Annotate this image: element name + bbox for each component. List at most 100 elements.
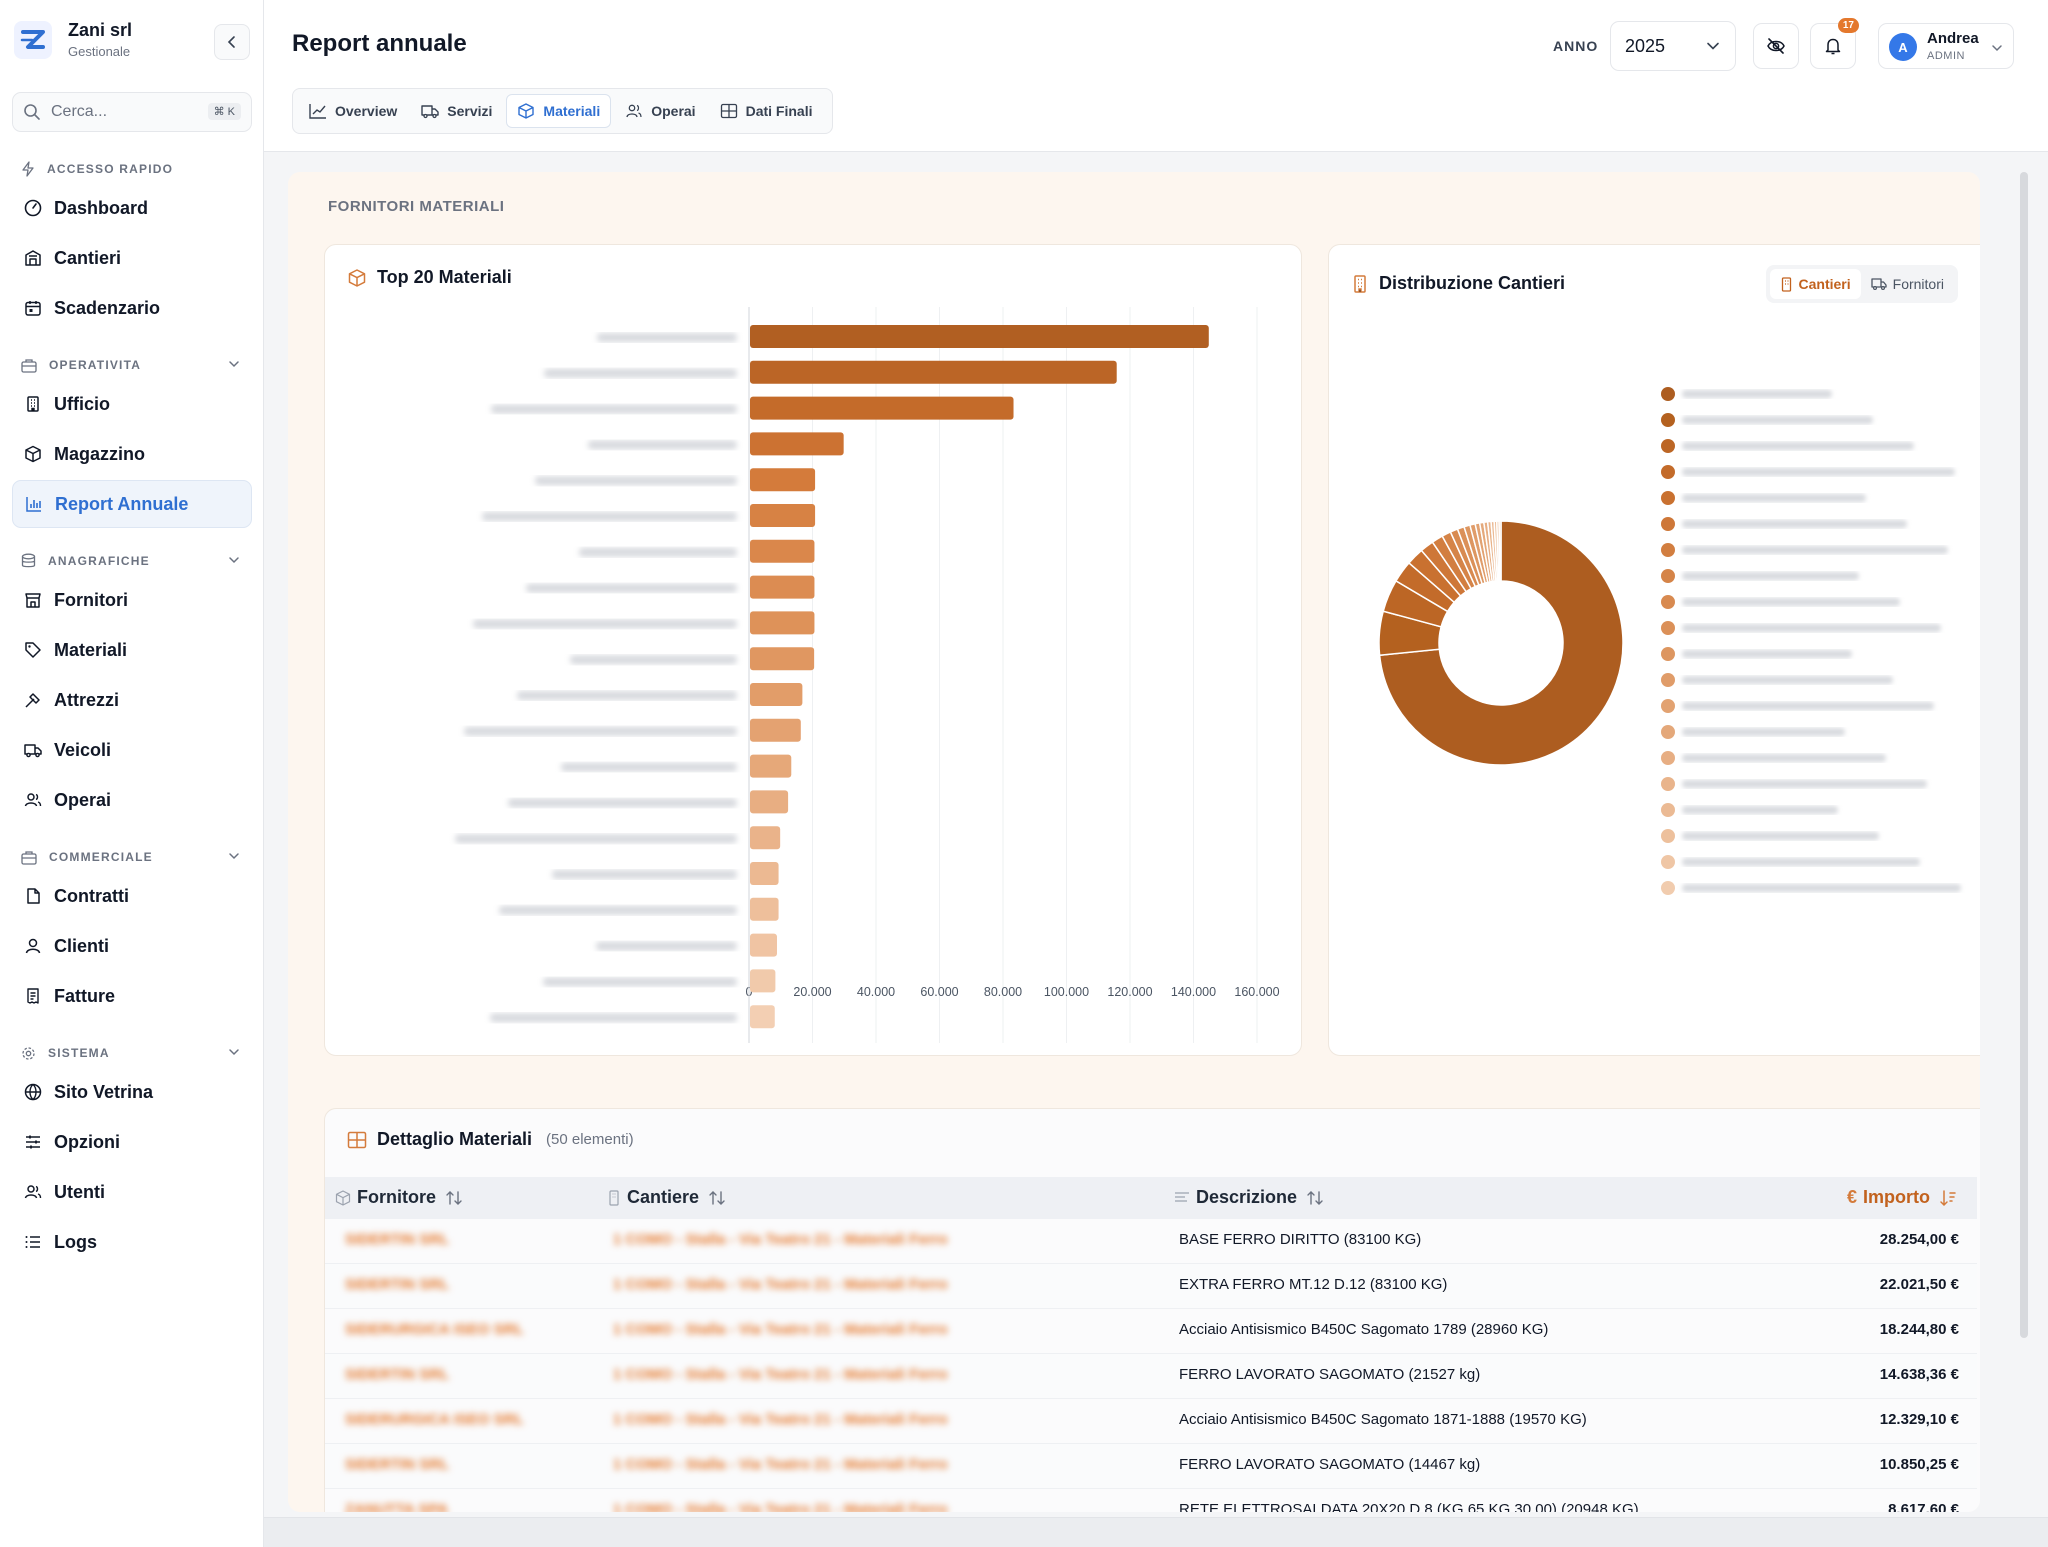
- bar-category-label: [596, 941, 737, 951]
- sidebar-item-magazzino[interactable]: Magazzino: [12, 430, 252, 478]
- legend-swatch: [1661, 777, 1675, 791]
- x-tick-label: 120.000: [1107, 985, 1152, 999]
- sidebar-item-opzioni[interactable]: Opzioni: [12, 1118, 252, 1166]
- brand[interactable]: Zani srl Gestionale: [14, 20, 132, 59]
- sort-icon: [1307, 1190, 1323, 1205]
- bar-category-label: [491, 404, 737, 414]
- bar-category-label: [490, 1013, 737, 1023]
- toggle-fornitori[interactable]: Fornitori: [1861, 269, 1954, 299]
- column-cantiere[interactable]: Cantiere: [607, 1187, 727, 1208]
- collapse-sidebar-button[interactable]: [214, 24, 250, 60]
- year-value: 2025: [1625, 35, 1666, 56]
- sidebar-item-cantieri[interactable]: Cantieri: [12, 234, 252, 282]
- sidebar-item-operai[interactable]: Operai: [12, 776, 252, 824]
- legend-label: [1682, 884, 1961, 892]
- bar-category-label: [517, 691, 737, 700]
- office-icon: [1354, 274, 1366, 293]
- bar: [750, 1005, 775, 1029]
- section-anagrafiche[interactable]: ANAGRAFICHE: [0, 548, 264, 574]
- section-sistema[interactable]: SISTEMA: [0, 1040, 264, 1066]
- legend-swatch: [1661, 439, 1675, 453]
- detail-card: Dettaglio Materiali (50 elementi) Fornit…: [324, 1108, 1980, 1512]
- table-icon: [347, 1131, 367, 1148]
- cell-descrizione: RETE ELETTROSALDATA 20X20 D.8 (KG 65 KG …: [1179, 1501, 1639, 1512]
- legend-label: [1682, 520, 1907, 528]
- top-materials-card: Top 20 Materiali 020.00040.00060.00080.0…: [324, 244, 1302, 1056]
- sidebar-item-fatture[interactable]: Fatture: [12, 972, 252, 1020]
- donut-slice: [1378, 520, 1624, 766]
- user-menu[interactable]: A Andrea ADMIN: [1878, 23, 2014, 69]
- sidebar-item-dashboard[interactable]: Dashboard: [12, 184, 252, 232]
- sidebar-item-scadenzario[interactable]: Scadenzario: [12, 284, 252, 332]
- legend-label: [1682, 650, 1852, 658]
- bar: [750, 360, 1117, 384]
- table-row[interactable]: SIDERURGICA ISEO SRL 1 COMO - Stalla - Vi…: [325, 1399, 1977, 1444]
- list-icon: [25, 1236, 40, 1248]
- sidebar-item-veicoli[interactable]: Veicoli: [12, 726, 252, 774]
- bar-category-label: [473, 619, 737, 629]
- legend-label: [1682, 468, 1955, 476]
- legend-label: [1682, 832, 1879, 840]
- truck-icon: [421, 105, 439, 119]
- table-row[interactable]: SIDERTIN SRL 1 COMO - Stalla - Via Teatro…: [325, 1219, 1977, 1264]
- table-row[interactable]: ZANUTTA SPA 1 COMO - Stalla - Via Teatro …: [325, 1489, 1977, 1512]
- year-select[interactable]: 2025: [1610, 21, 1736, 71]
- sidebar-item-logs[interactable]: Logs: [12, 1218, 252, 1266]
- app-name: Zani srl: [68, 20, 133, 40]
- tab-operai[interactable]: Operai: [615, 94, 705, 128]
- bar: [750, 396, 1014, 420]
- tab-materiali[interactable]: Materiali: [506, 94, 612, 128]
- sidebar-item-contratti[interactable]: Contratti: [12, 872, 252, 920]
- vertical-scrollbar[interactable]: [2020, 172, 2028, 1338]
- notifications-button[interactable]: 17: [1810, 18, 1859, 69]
- column-descrizione[interactable]: Descrizione: [1174, 1187, 1325, 1208]
- tab-dati-finali[interactable]: Dati Finali: [710, 94, 823, 128]
- distribution-toggle: Cantieri Fornitori: [1765, 265, 1958, 303]
- x-tick-label: 100.000: [1044, 985, 1089, 999]
- sidebar-item-fornitori[interactable]: Fornitori: [12, 576, 252, 624]
- chevron-left-icon: [227, 36, 235, 48]
- table-row[interactable]: SIDERTIN SRL 1 COMO - Stalla - Via Teatro…: [325, 1264, 1977, 1309]
- tab-overview[interactable]: Overview: [299, 94, 407, 128]
- cell-cantiere: 1 COMO - Stalla - Via Teatro 21 - Materi…: [613, 1411, 948, 1428]
- sidebar-item-sito-vetrina[interactable]: Sito Vetrina: [12, 1068, 252, 1116]
- tab-servizi[interactable]: Servizi: [411, 94, 502, 128]
- calendar-icon: [25, 301, 41, 316]
- sidebar-item-ufficio[interactable]: Ufficio: [12, 380, 252, 428]
- section-operativita[interactable]: OPERATIVITA: [0, 352, 264, 378]
- horizontal-scrollbar[interactable]: [264, 1517, 2048, 1547]
- cell-descrizione: Acciaio Antisismico B450C Sagomato 1789 …: [1179, 1321, 1549, 1338]
- privacy-toggle-button[interactable]: [1753, 23, 1799, 69]
- sidebar-item-report-annuale[interactable]: Report Annuale: [12, 480, 252, 528]
- x-tick-label: 160.000: [1234, 985, 1279, 999]
- sidebar-item-utenti[interactable]: Utenti: [12, 1168, 252, 1216]
- table-row[interactable]: SIDERURGICA ISEO SRL 1 COMO - Stalla - Vi…: [325, 1309, 1977, 1354]
- toggle-cantieri[interactable]: Cantieri: [1769, 269, 1861, 299]
- search-icon: [24, 104, 40, 120]
- section-commerciale[interactable]: COMMERCIALE: [0, 844, 264, 870]
- sidebar-item-attrezzi[interactable]: Attrezzi: [12, 676, 252, 724]
- column-importo[interactable]: € Importo: [1847, 1187, 1958, 1208]
- legend-label: [1682, 442, 1914, 450]
- bar: [750, 969, 776, 993]
- distribution-title: Distribuzione Cantieri: [1351, 273, 1565, 294]
- detail-title: Dettaglio Materiali (50 elementi): [347, 1129, 634, 1150]
- cell-importo: 18.244,80 €: [1879, 1321, 1959, 1338]
- bar: [750, 790, 789, 814]
- trend-icon: [309, 104, 326, 119]
- table-row[interactable]: SIDERTIN SRL 1 COMO - Stalla - Via Teatro…: [325, 1354, 1977, 1399]
- table-row[interactable]: SIDERTIN SRL 1 COMO - Stalla - Via Teatro…: [325, 1444, 1977, 1489]
- legend-label: [1682, 728, 1845, 736]
- sidebar-item-clienti[interactable]: Clienti: [12, 922, 252, 970]
- column-fornitore[interactable]: Fornitore: [335, 1187, 464, 1208]
- cell-importo: 10.850,25 €: [1879, 1456, 1959, 1473]
- legend-label: [1682, 624, 1941, 632]
- search-input[interactable]: Cerca... ⌘ K: [12, 92, 252, 132]
- gear-icon: [22, 1046, 35, 1060]
- bar: [750, 933, 777, 957]
- sidebar-item-materiali[interactable]: Materiali: [12, 626, 252, 674]
- legend-label: [1682, 780, 1927, 788]
- legend-swatch: [1661, 699, 1675, 713]
- cell-importo: 8.617,60 €: [1888, 1501, 1959, 1512]
- page-title: Report annuale: [292, 30, 467, 57]
